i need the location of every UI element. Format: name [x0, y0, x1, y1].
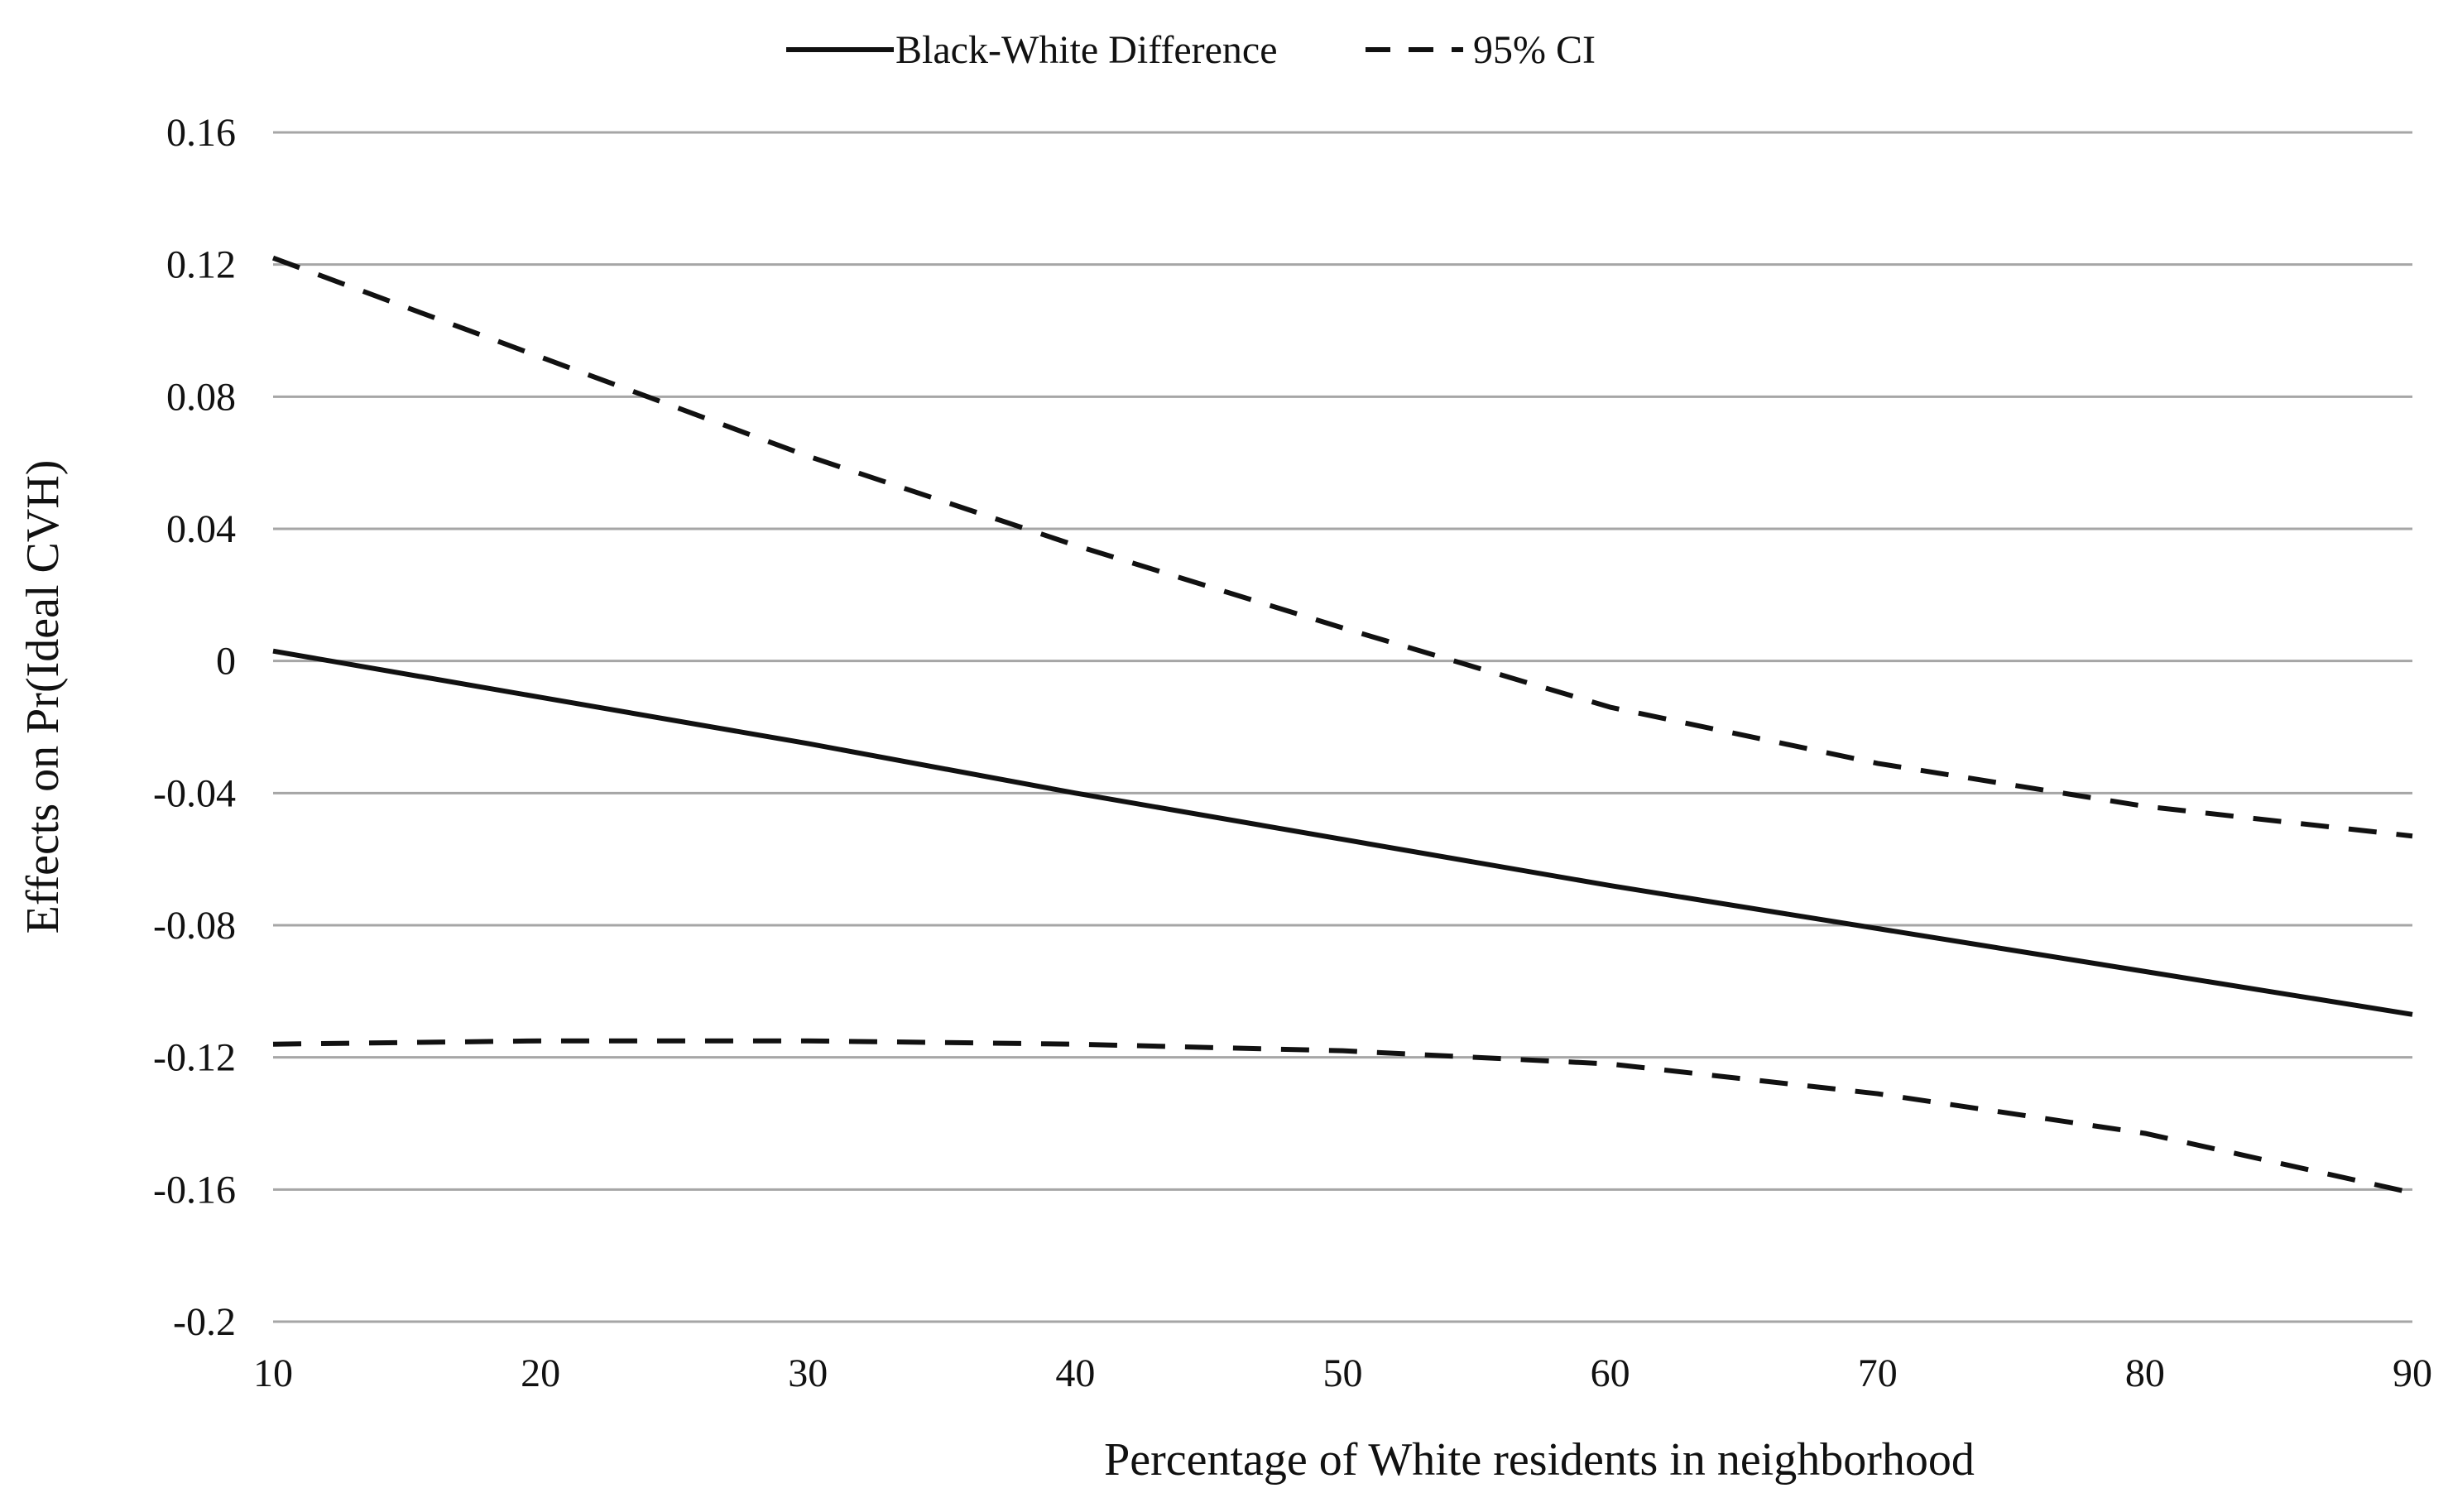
x-tick-label: 90: [2393, 1351, 2432, 1395]
y-tick-label: -0.2: [173, 1300, 236, 1344]
x-axis-title: Percentage of White residents in neighbo…: [1104, 1434, 1975, 1486]
x-axis-ticks: 10 20 30 40 50 60 70 80 90: [253, 1351, 2432, 1395]
y-tick-label: 0.16: [166, 111, 236, 155]
series-line-black-white-difference: [272, 648, 2413, 1017]
x-tick-label: 20: [521, 1351, 560, 1395]
series-line-ci-lower: [272, 1038, 2413, 1196]
x-tick-label: 30: [788, 1351, 828, 1395]
y-tick-label: 0.12: [166, 243, 236, 287]
y-tick-label: -0.04: [153, 771, 236, 815]
y-tick-label: 0: [216, 640, 236, 684]
series-layer: [271, 255, 2413, 1196]
legend-label-95-ci: 95% CI: [1473, 28, 1596, 72]
x-tick-label: 80: [2125, 1351, 2165, 1395]
x-tick-label: 10: [253, 1351, 293, 1395]
y-tick-label: -0.12: [153, 1036, 236, 1080]
x-tick-label: 60: [1591, 1351, 1630, 1395]
y-tick-label: -0.16: [153, 1168, 236, 1212]
y-axis-ticks: 0.16 0.12 0.08 0.04 0 -0.04 -0.08 -0.12 -0.16 -0.…: [153, 111, 236, 1344]
legend-label-black-white-difference: Black-White Difference: [895, 28, 1278, 72]
x-tick-label: 40: [1055, 1351, 1095, 1395]
x-tick-label: 50: [1323, 1351, 1363, 1395]
y-tick-label: 0.08: [166, 375, 236, 419]
grid-layer: [273, 131, 2412, 1323]
x-tick-label: 70: [1858, 1351, 1898, 1395]
y-tick-label: -0.08: [153, 904, 236, 948]
y-axis-title: Effects on Pr(Ideal CVH): [17, 460, 69, 934]
y-tick-label: 0.04: [166, 507, 236, 551]
legend: Black-White Difference 95% CI: [786, 28, 1596, 72]
series-line-ci-upper: [271, 255, 2413, 839]
